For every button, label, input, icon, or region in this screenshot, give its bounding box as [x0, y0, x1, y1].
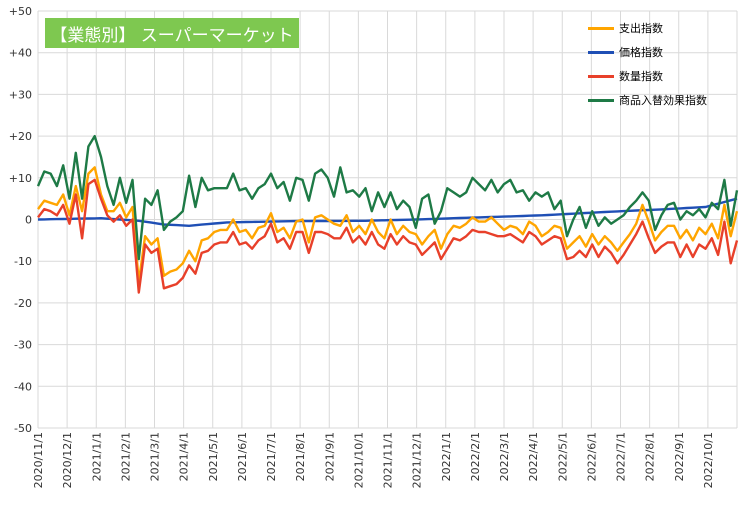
x-tick-label: 2021/12/1	[411, 432, 424, 488]
x-tick-label: 2020/11/1	[32, 432, 45, 488]
x-tick-label: 2022/6/1	[585, 432, 598, 481]
x-tick-label: 2021/1/1	[90, 432, 103, 481]
series-line-3	[36, 134, 739, 261]
x-tick-label: 2021/2/1	[119, 432, 132, 481]
x-tick-label: 2021/10/1	[352, 432, 365, 488]
x-tick-label: 2022/5/1	[556, 432, 569, 481]
y-tick-label: +50	[9, 5, 32, 18]
y-tick-label: -40	[14, 380, 32, 393]
x-tick-label: 2022/3/1	[498, 432, 511, 481]
legend: 支出指数 価格指数 数量指数 商品入替効果指数	[588, 16, 738, 112]
y-tick-label: -10	[14, 255, 32, 268]
x-tick-label: 2020/12/1	[61, 432, 74, 488]
x-tick-label: 2021/7/1	[265, 432, 278, 481]
series-line-1	[37, 197, 738, 228]
y-tick-label: +40	[9, 47, 32, 60]
y-tick-label: +30	[9, 88, 32, 101]
series-line-0	[37, 166, 739, 284]
legend-swatch-price	[588, 50, 614, 54]
x-tick-label: 2022/8/1	[644, 432, 657, 481]
y-tick-label: +20	[9, 130, 32, 143]
x-tick-label: 2021/6/1	[236, 432, 249, 481]
y-tick-label: -50	[14, 422, 32, 435]
legend-swatch-quantity	[588, 74, 614, 78]
legend-label: 数量指数	[619, 70, 663, 83]
x-tick-label: 2021/5/1	[207, 432, 220, 481]
y-tick-label: 0	[25, 214, 32, 227]
x-tick-label: 2021/9/1	[323, 432, 336, 481]
x-tick-label: 2022/10/1	[702, 432, 715, 488]
x-tick-label: 2021/8/1	[294, 432, 307, 481]
x-tick-label: 2021/11/1	[382, 432, 395, 488]
legend-item: 価格指数	[588, 40, 738, 64]
y-axis-tick-labels: +50 +40 +30 +20 +10 0 -10 -20 -30 -40 -50	[9, 5, 32, 435]
legend-label: 支出指数	[619, 22, 663, 35]
x-tick-label: 2021/4/1	[178, 432, 191, 481]
chart-title: 【業態別】 スーパーマーケット	[45, 18, 299, 48]
legend-item: 数量指数	[588, 64, 738, 88]
x-tick-label: 2022/7/1	[615, 432, 628, 481]
legend-swatch-spending	[588, 26, 614, 30]
x-tick-label: 2022/1/1	[440, 432, 453, 481]
x-tick-label: 2021/3/1	[149, 432, 162, 481]
y-tick-label: -20	[14, 297, 32, 310]
x-tick-label: 2022/4/1	[527, 432, 540, 481]
x-tick-label: 2022/2/1	[469, 432, 482, 481]
legend-label: 商品入替効果指数	[619, 94, 707, 107]
x-axis-tick-labels: 2020/11/1 2020/12/1 2021/1/1 2021/2/1 2021/3…	[32, 432, 715, 488]
series-lines	[36, 134, 739, 294]
y-tick-label: +10	[9, 172, 32, 185]
legend-swatch-replacement	[588, 98, 614, 102]
legend-item: 商品入替効果指数	[588, 88, 738, 112]
x-tick-label: 2022/9/1	[673, 432, 686, 481]
y-tick-label: -30	[14, 339, 32, 352]
legend-label: 価格指数	[619, 46, 663, 59]
series-line-2	[37, 178, 739, 294]
legend-item: 支出指数	[588, 16, 738, 40]
